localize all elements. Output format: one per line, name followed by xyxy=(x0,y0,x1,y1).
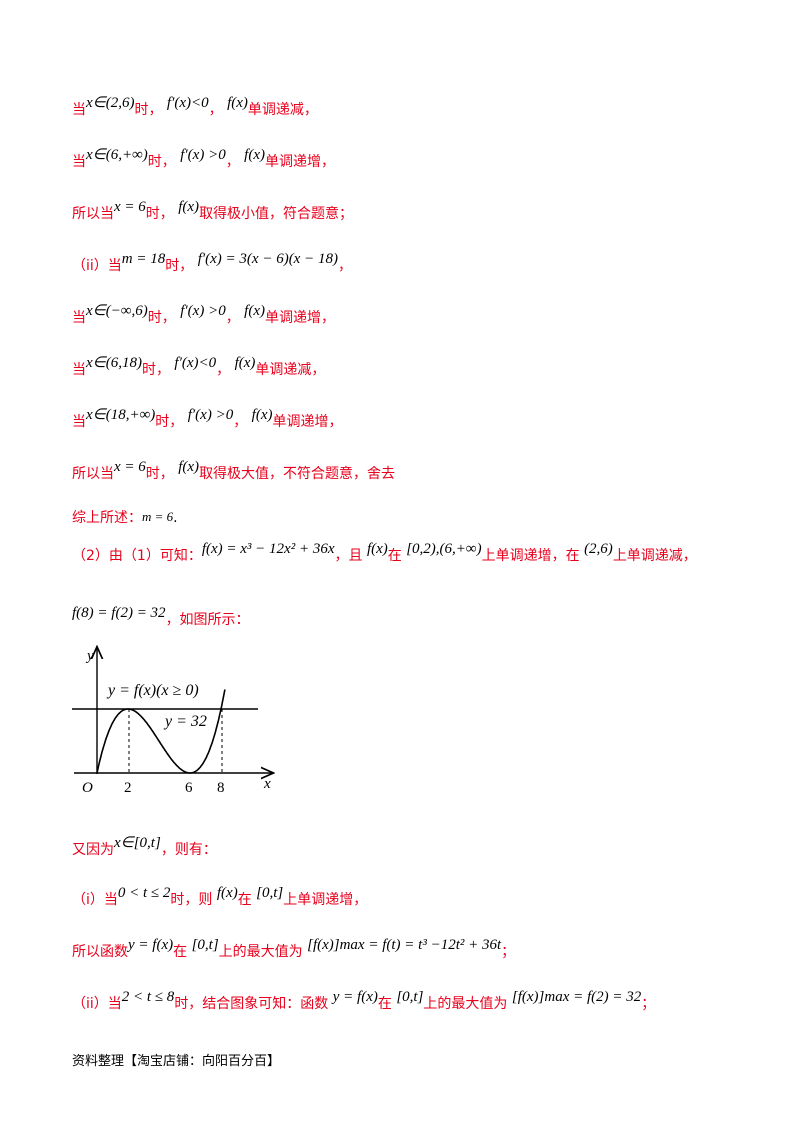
tick-label: 8 xyxy=(217,780,225,796)
part3-line: 又因为x∈[0,t]，则有： xyxy=(72,835,217,858)
line-label: y = 32 xyxy=(163,713,207,730)
case1b-line: 所以函数y = f(x)在 [0,t]上的最大值为 [f(x)]max = f(… xyxy=(72,937,516,960)
footer-text: 资料整理【淘宝店铺：向阳百分百】 xyxy=(72,1054,281,1069)
case2-line: （ii）当2 < t ≤ 8时，结合图象可知：函数 y = f(x)在 [0,t… xyxy=(72,989,656,1012)
curve-label: y = f(x)(x ≥ 0) xyxy=(106,682,199,699)
function-graph: y x O 2 6 8 y = f(x)(x ≥ 0) y = 32 xyxy=(72,640,290,796)
tick-label: 2 xyxy=(124,780,132,796)
text-line: 当x∈(18,+∞)时， f′(x) >0， f(x)单调递增， xyxy=(72,407,343,430)
text-line: 当x∈(6,18)时， f′(x)<0， f(x)单调递减， xyxy=(72,355,326,378)
text-line: 当x∈(6,+∞)时， f′(x) >0， f(x)单调递增， xyxy=(72,147,335,170)
case1-line: （i）当0 < t ≤ 2时，则 f(x)在 [0,t]上单调递增， xyxy=(72,885,368,908)
text-line: 所以当x = 6时， f(x)取得极小值，符合题意； xyxy=(72,199,354,222)
text-line: （ii）当m = 18时， f′(x) = 3(x − 6)(x − 18)， xyxy=(72,251,352,274)
summary-line: 综上所述：m = 6. xyxy=(72,509,178,526)
text-line: 所以当x = 6时， f(x)取得极大值，不符合题意，舍去 xyxy=(72,459,396,482)
y-axis-label: y xyxy=(85,648,94,664)
text-line: 当x∈(−∞,6)时， f′(x) >0， f(x)单调递增， xyxy=(72,303,335,326)
part2-line: （2）由（1）可知：f(x) = x³ − 12x² + 36x，且 f(x)在… xyxy=(72,541,697,564)
function-curve xyxy=(96,689,226,774)
x-axis-label: x xyxy=(263,776,271,792)
tick-label: 6 xyxy=(185,780,193,796)
text-line: 当x∈(2,6)时， f′(x)<0， f(x)单调递减， xyxy=(72,95,318,118)
origin-label: O xyxy=(82,780,93,796)
part2b-line: f(8) = f(2) = 32，如图所示： xyxy=(72,605,250,628)
